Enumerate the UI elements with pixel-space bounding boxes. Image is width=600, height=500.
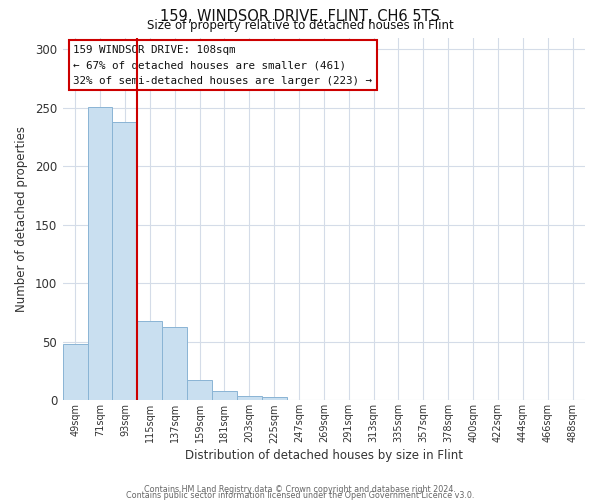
Bar xyxy=(212,391,237,400)
Text: Size of property relative to detached houses in Flint: Size of property relative to detached ho… xyxy=(146,19,454,32)
Text: 159 WINDSOR DRIVE: 108sqm
← 67% of detached houses are smaller (461)
32% of semi: 159 WINDSOR DRIVE: 108sqm ← 67% of detac… xyxy=(73,45,372,86)
Bar xyxy=(137,320,162,400)
Text: Contains public sector information licensed under the Open Government Licence v3: Contains public sector information licen… xyxy=(126,490,474,500)
Text: 159, WINDSOR DRIVE, FLINT, CH6 5TS: 159, WINDSOR DRIVE, FLINT, CH6 5TS xyxy=(160,9,440,24)
Bar xyxy=(237,396,262,400)
Bar xyxy=(262,397,287,400)
Bar xyxy=(187,380,212,400)
Y-axis label: Number of detached properties: Number of detached properties xyxy=(15,126,28,312)
Bar xyxy=(88,106,112,401)
Bar xyxy=(162,326,187,400)
Bar xyxy=(63,344,88,401)
Text: Contains HM Land Registry data © Crown copyright and database right 2024.: Contains HM Land Registry data © Crown c… xyxy=(144,484,456,494)
Bar xyxy=(112,122,137,400)
X-axis label: Distribution of detached houses by size in Flint: Distribution of detached houses by size … xyxy=(185,450,463,462)
